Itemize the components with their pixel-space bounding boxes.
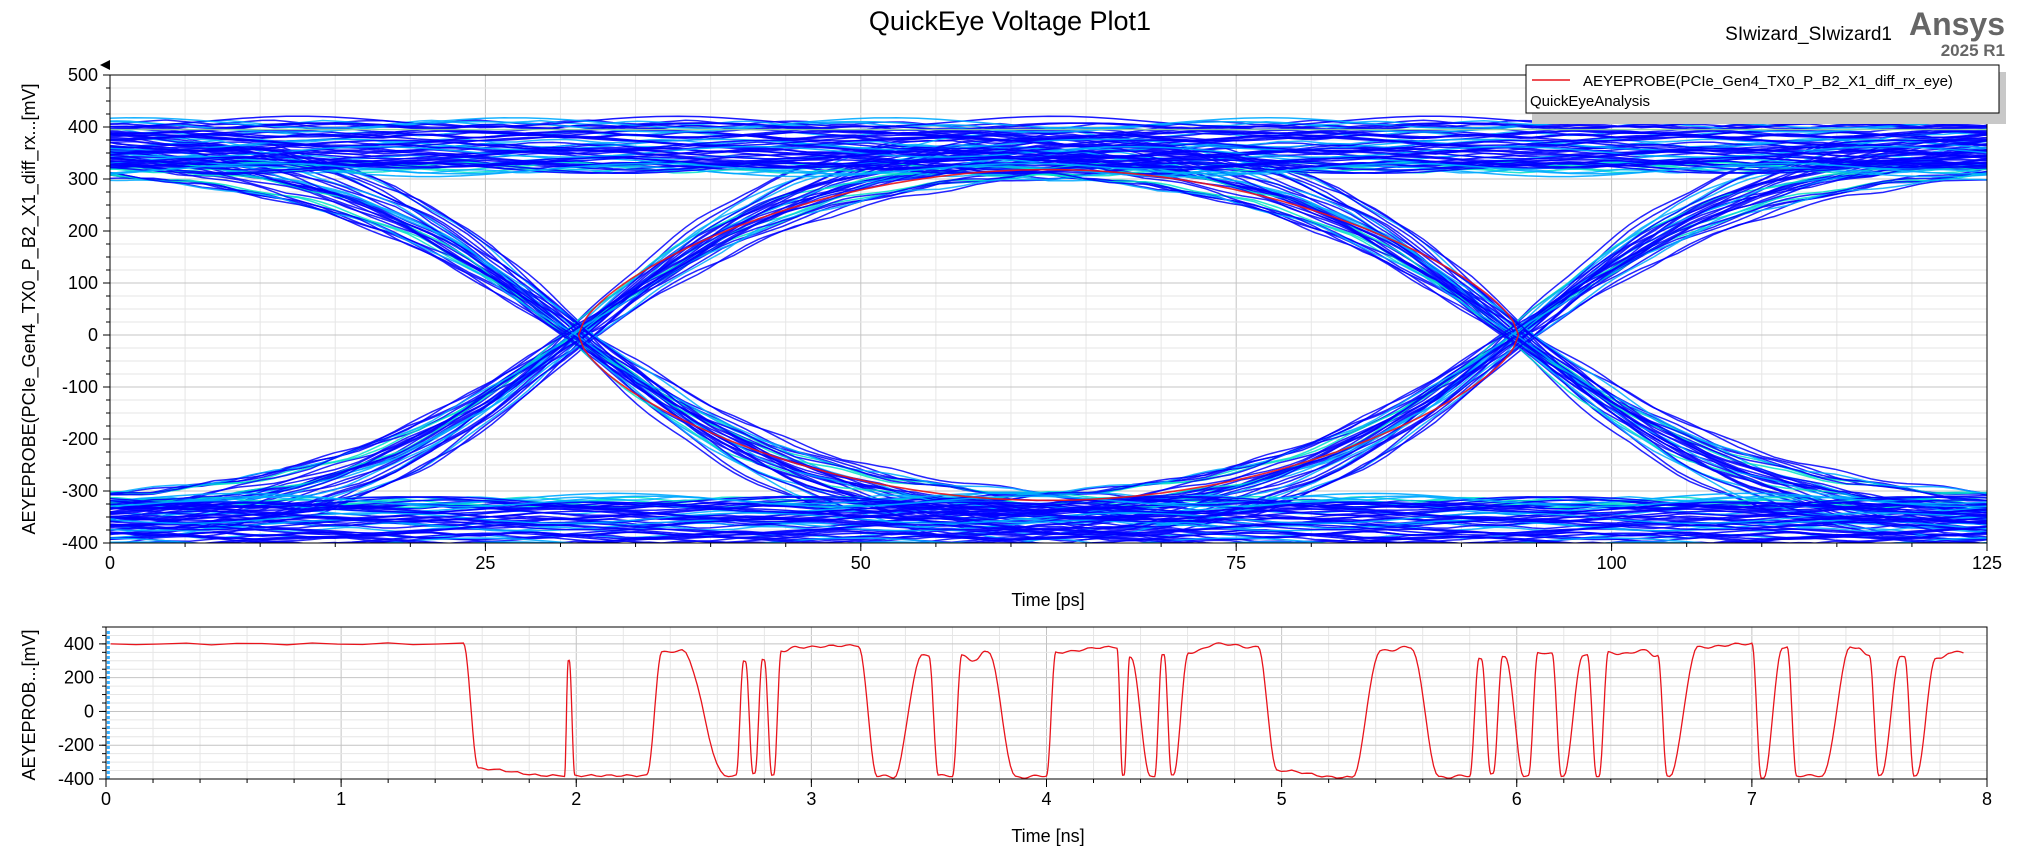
y-tick-label: 400 [68,117,98,137]
transient-y-axis-title: AEYEPROB...[mV] [19,629,39,780]
y-tick-label: 200 [68,221,98,241]
eye-transition-trace [110,170,1987,509]
eye-rail-trace [110,149,1987,162]
eye-transition-trace [110,161,1987,524]
eye-plot: 0 25 50 75 100 125 500 400 300 200 100 0 -100 -200 -30… [19,65,2002,610]
eye-rail-trace [110,510,1987,523]
x-tick-label: 0 [105,553,115,573]
transient-waveform [106,630,1964,779]
eye-rail-trace [110,518,1987,531]
legend-box [1525,64,2000,114]
x-tick-label: 3 [806,789,816,809]
y-tick-label: -300 [62,481,98,501]
eye-transition-trace [110,140,1987,537]
eye-rail-trace [110,139,1987,152]
y-tick-label: -400 [58,769,94,789]
y-tick-label: 0 [88,325,98,345]
eye-rail-trace [110,508,1987,521]
eye-transition-trace [110,159,1987,507]
eye-rail-trace [110,523,1987,536]
legend-entry-label: AEYEPROBE(PCIe_Gen4_TX0_P_B2_X1_diff_rx_… [1583,73,1953,90]
eye-rail-trace [110,165,1987,178]
eye-x-axis-title: Time [ps] [1011,590,1084,610]
eye-rail-trace [110,532,1987,543]
x-tick-label: 100 [1597,553,1627,573]
eye-rail-trace [110,136,1987,149]
transient-series-line [110,642,1964,779]
eye-transition-trace [110,160,1987,505]
x-tick-label: 0 [101,789,111,809]
eye-y-axis-title: AEYEPROBE(PCIe_Gen4_TX0_P_B2_X1_diff_rx.… [19,84,40,535]
y-tick-label: 500 [68,65,98,85]
x-tick-label: 25 [475,553,495,573]
eye-rail-trace [110,162,1987,175]
x-tick-label: 4 [1041,789,1051,809]
eye-rail-trace [110,499,1987,512]
transient-x-axis-title: Time [ns] [1011,826,1084,846]
eye-rail-trace [110,512,1987,525]
y-tick-label: 200 [64,668,94,688]
eye-rail-trace [110,495,1987,508]
eye-rail-trace [110,507,1987,520]
eye-rail-trace [215,535,1959,543]
x-tick-label: 6 [1512,789,1522,809]
eye-rail-trace [110,125,1987,138]
eye-rail-trace [110,162,1987,175]
transient-plot-grid [105,626,1988,780]
x-tick-label: 50 [851,553,871,573]
eye-rail-trace [110,502,1987,515]
legend-sub-label: QuickEyeAnalysis [1530,93,1650,110]
eye-rail-trace [110,496,1987,508]
y-tick-label: -400 [62,533,98,553]
legend[interactable]: AEYEPROBE(PCIe_Gen4_TX0_P_B2_X1_diff_rx_… [1525,64,2006,124]
x-tick-label: 125 [1972,553,2002,573]
eye-transition-trace [110,168,1987,494]
eye-rail-trace [110,120,1987,133]
x-tick-label: 1 [336,789,346,809]
eye-transition-trace [110,146,1987,538]
eye-rail-trace [110,519,1987,532]
brand-logo-text: Ansys [1909,6,2005,42]
y-tick-label: -200 [58,735,94,755]
x-tick-label: 7 [1747,789,1757,809]
eye-rail-trace [110,495,1987,508]
y-tick-label: 400 [64,634,94,654]
y-tick-label: -200 [62,429,98,449]
y-tick-label: -100 [62,377,98,397]
x-tick-label: 5 [1277,789,1287,809]
eye-transition-trace [110,133,1987,530]
eye-density-traces [110,115,1987,543]
eye-rail-trace [110,147,1987,160]
x-tick-label: 8 [1982,789,1992,809]
transient-plot: 0 1 2 3 4 5 6 7 8 400 200 0 -200 -400 Time [ns] AEYEP… [19,626,1992,846]
eye-transition-trace [110,128,1114,543]
x-tick-label: 75 [1226,553,1246,573]
eye-contour-line [577,168,1520,336]
eye-rail-trace [110,122,1987,135]
eye-transition-trace [110,152,1987,502]
transient-plot-axes: 0 1 2 3 4 5 6 7 8 400 200 0 -200 -400 [58,626,1992,809]
eye-transition-trace [110,133,1987,529]
y-tick-label: 100 [68,273,98,293]
eye-plot-axes: 0 25 50 75 100 125 500 400 300 200 100 0 -100 -200 -30… [62,65,2002,573]
eye-rail-trace [278,542,1830,543]
brand-version: 2025 R1 [1941,41,2005,60]
eye-transition-trace [110,159,1987,506]
design-name: SIwizard_SIwizard1 [1725,24,1892,45]
eye-rail-trace [110,155,1987,168]
eye-transition-trace [110,139,1987,543]
eye-rail-trace [110,156,1987,169]
eye-rail-trace [110,138,1987,151]
y-tick-label: 0 [84,701,94,721]
eye-contour-line [577,334,1520,502]
x-tick-label: 2 [571,789,581,809]
y-tick-label: 300 [68,169,98,189]
collapse-arrow-icon[interactable] [100,60,110,70]
eye-transition-trace [110,132,1987,521]
eye-transition-trace [110,159,1987,505]
chart-title: QuickEye Voltage Plot1 [869,6,1151,36]
eye-transition-trace [110,138,1987,539]
